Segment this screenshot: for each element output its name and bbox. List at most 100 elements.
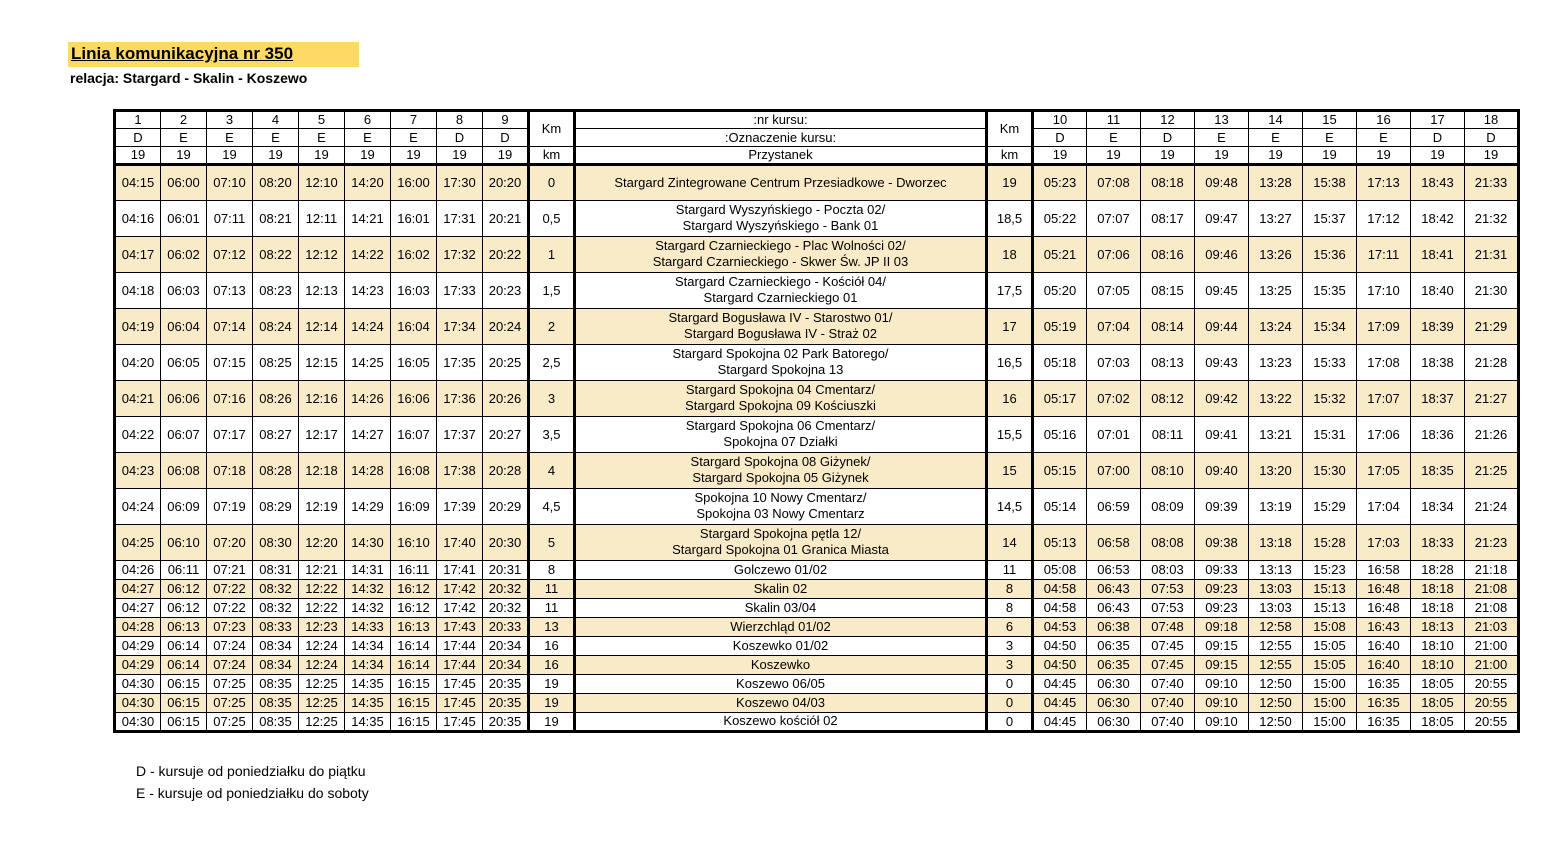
time-cell: 16:14 bbox=[390, 635, 437, 656]
time-cell: 16:02 bbox=[390, 235, 437, 273]
time-cell: 07:05 bbox=[1086, 271, 1141, 309]
time-cell: 05:22 bbox=[1032, 199, 1087, 237]
time-cell: 16:12 bbox=[390, 578, 437, 599]
time-cell: 06:12 bbox=[160, 597, 207, 618]
time-cell: 15:05 bbox=[1302, 635, 1357, 656]
time-cell: 13:23 bbox=[1248, 343, 1303, 381]
time-cell: 08:25 bbox=[252, 343, 299, 381]
time-cell: 14:31 bbox=[344, 559, 391, 580]
time-cell: 16:58 bbox=[1356, 559, 1411, 580]
km-return-cell: 15 bbox=[985, 451, 1034, 489]
time-cell: 20:35 bbox=[482, 711, 529, 732]
time-cell: 04:24 bbox=[114, 487, 161, 525]
time-cell: 12:15 bbox=[298, 343, 345, 381]
course-number-label-cell: :nr kursu: bbox=[574, 109, 987, 129]
time-cell: 16:03 bbox=[390, 271, 437, 309]
time-cell: 06:38 bbox=[1086, 616, 1141, 637]
timetable-row: 04:28 06:13 07:23 08:33 12:23 14:33 16:13 17:43… bbox=[114, 616, 1519, 637]
km-unit-cell: km bbox=[985, 145, 1034, 166]
stop-name-line: Stargard Spokojna 09 Kościuszki bbox=[685, 398, 876, 414]
time-cell: 09:18 bbox=[1194, 616, 1249, 637]
time-cell: 07:22 bbox=[206, 578, 253, 599]
time-cell: 15:23 bbox=[1302, 559, 1357, 580]
time-cell: 06:14 bbox=[160, 635, 207, 656]
time-cell: 09:10 bbox=[1194, 673, 1249, 694]
timetable-row: 04:18 06:03 07:13 08:23 12:13 14:23 16:03 17:33… bbox=[114, 271, 1519, 309]
course-number-cell: 5 bbox=[298, 109, 345, 129]
page: Linia komunikacyjna nr 350 relacja: Star… bbox=[68, 42, 1544, 804]
stop-name-line: Stargard Czarnieckiego - Skwer Św. JP II… bbox=[652, 254, 909, 270]
time-cell: 08:14 bbox=[1140, 307, 1195, 345]
stop-name-cell: Stargard Spokojna 06 Cmentarz/Spokojna 0… bbox=[574, 415, 987, 453]
legend: D - kursuje od poniedziałku do piątku E … bbox=[136, 760, 1544, 804]
timetable-row: 04:27 06:12 07:22 08:32 12:22 14:32 16:12 17:42… bbox=[114, 578, 1519, 599]
time-cell: 14:24 bbox=[344, 307, 391, 345]
time-cell: 06:30 bbox=[1086, 673, 1141, 694]
time-cell: 16:06 bbox=[390, 379, 437, 417]
stop-name-line: Stargard Spokojna 01 Granica Miasta bbox=[672, 542, 889, 558]
time-cell: 20:32 bbox=[482, 597, 529, 618]
time-cell: 09:47 bbox=[1194, 199, 1249, 237]
time-cell: 18:43 bbox=[1410, 163, 1465, 201]
time-cell: 06:35 bbox=[1086, 654, 1141, 675]
timetable-row: 04:24 06:09 07:19 08:29 12:19 14:29 16:09 17:39… bbox=[114, 487, 1519, 525]
course-type-cell: D bbox=[1464, 127, 1519, 147]
timetable-head: 1 2 3 4 5 6 7 8 9 Km:nr kursu: Km 10 11 12 13 14 15 16 17 1… bbox=[114, 109, 1519, 166]
time-cell: 16:01 bbox=[390, 199, 437, 237]
time-cell: 08:32 bbox=[252, 578, 299, 599]
stop-name-line: Koszewo kościół 02 bbox=[723, 713, 838, 729]
time-cell: 09:10 bbox=[1194, 692, 1249, 713]
time-cell: 08:20 bbox=[252, 163, 299, 201]
time-cell: 21:03 bbox=[1464, 616, 1519, 637]
time-cell: 04:21 bbox=[114, 379, 161, 417]
time-cell: 20:22 bbox=[482, 235, 529, 273]
time-cell: 04:19 bbox=[114, 307, 161, 345]
course-km-cell: 19 bbox=[344, 145, 391, 166]
course-number-cell: 15 bbox=[1302, 109, 1357, 129]
legend-item-d: D - kursuje od poniedziałku do piątku bbox=[136, 762, 366, 779]
time-cell: 13:21 bbox=[1248, 415, 1303, 453]
time-cell: 21:30 bbox=[1464, 271, 1519, 309]
timetable-row: 04:27 06:12 07:22 08:32 12:22 14:32 16:12 17:42… bbox=[114, 597, 1519, 618]
course-type-cell: E bbox=[390, 127, 437, 147]
time-cell: 13:26 bbox=[1248, 235, 1303, 273]
course-number-cell: 3 bbox=[206, 109, 253, 129]
time-cell: 04:17 bbox=[114, 235, 161, 273]
time-cell: 07:19 bbox=[206, 487, 253, 525]
time-cell: 09:45 bbox=[1194, 271, 1249, 309]
time-cell: 08:11 bbox=[1140, 415, 1195, 453]
time-cell: 13:27 bbox=[1248, 199, 1303, 237]
time-cell: 17:39 bbox=[436, 487, 483, 525]
course-km-cell: 19 bbox=[1356, 145, 1411, 166]
time-cell: 20:55 bbox=[1464, 711, 1519, 732]
time-cell: 04:27 bbox=[114, 578, 161, 599]
time-cell: 17:13 bbox=[1356, 163, 1411, 201]
stop-name-cell: Spokojna 10 Nowy Cmentarz/Spokojna 03 No… bbox=[574, 487, 987, 525]
course-number-cell: 10 bbox=[1032, 109, 1087, 129]
time-cell: 08:26 bbox=[252, 379, 299, 417]
km-outbound-cell: 2 bbox=[527, 307, 576, 345]
course-type-cell: E bbox=[1086, 127, 1141, 147]
time-cell: 14:34 bbox=[344, 654, 391, 675]
time-cell: 07:45 bbox=[1140, 635, 1195, 656]
time-cell: 09:40 bbox=[1194, 451, 1249, 489]
time-cell: 15:00 bbox=[1302, 711, 1357, 732]
time-cell: 15:30 bbox=[1302, 451, 1357, 489]
km-return-cell: 18 bbox=[985, 235, 1034, 273]
time-cell: 07:40 bbox=[1140, 692, 1195, 713]
time-cell: 15:36 bbox=[1302, 235, 1357, 273]
time-cell: 17:05 bbox=[1356, 451, 1411, 489]
time-cell: 17:40 bbox=[436, 523, 483, 561]
time-cell: 21:23 bbox=[1464, 523, 1519, 561]
time-cell: 04:50 bbox=[1032, 635, 1087, 656]
time-cell: 09:10 bbox=[1194, 711, 1249, 732]
time-cell: 14:27 bbox=[344, 415, 391, 453]
stop-name-line: Koszewko 01/02 bbox=[732, 637, 829, 653]
page-title: Linia komunikacyjna nr 350 bbox=[68, 42, 360, 67]
time-cell: 12:16 bbox=[298, 379, 345, 417]
time-cell: 20:30 bbox=[482, 523, 529, 561]
time-cell: 04:45 bbox=[1032, 692, 1087, 713]
time-cell: 16:43 bbox=[1356, 616, 1411, 637]
time-cell: 12:17 bbox=[298, 415, 345, 453]
stop-name-line: Skalin 02 bbox=[753, 580, 808, 596]
